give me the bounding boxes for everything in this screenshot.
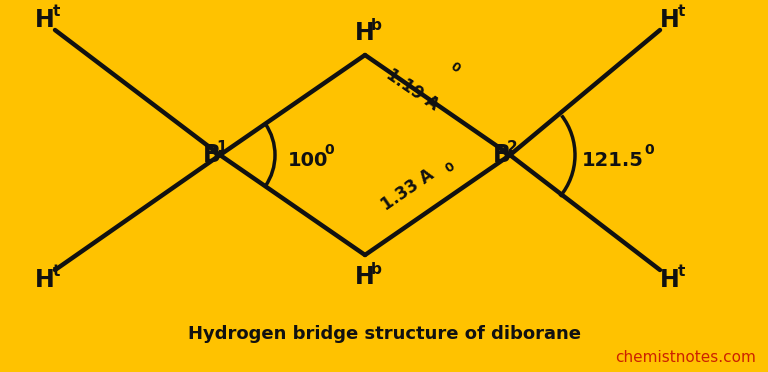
Text: H: H bbox=[35, 8, 55, 32]
Text: t: t bbox=[677, 4, 685, 19]
Text: t: t bbox=[52, 264, 60, 279]
Text: 100: 100 bbox=[288, 151, 329, 170]
Text: 1.19 A: 1.19 A bbox=[383, 66, 442, 114]
Text: t: t bbox=[677, 264, 685, 279]
Text: 1: 1 bbox=[217, 141, 227, 155]
Text: 1.33 A: 1.33 A bbox=[378, 166, 437, 214]
Text: 0: 0 bbox=[447, 60, 462, 76]
Text: Hydrogen bridge structure of diborane: Hydrogen bridge structure of diborane bbox=[187, 325, 581, 343]
Text: chemistnotes.com: chemistnotes.com bbox=[615, 350, 756, 365]
Text: B: B bbox=[493, 143, 511, 167]
Text: b: b bbox=[371, 17, 382, 32]
Text: 2: 2 bbox=[507, 141, 518, 155]
Text: 121.5: 121.5 bbox=[582, 151, 644, 170]
Text: H: H bbox=[660, 268, 680, 292]
Text: t: t bbox=[52, 4, 60, 19]
Text: 0: 0 bbox=[644, 143, 654, 157]
Text: B: B bbox=[203, 143, 221, 167]
Text: b: b bbox=[371, 262, 382, 276]
Text: H: H bbox=[355, 265, 375, 289]
Text: 0: 0 bbox=[442, 160, 457, 176]
Text: H: H bbox=[355, 21, 375, 45]
Text: H: H bbox=[35, 268, 55, 292]
Text: H: H bbox=[660, 8, 680, 32]
Text: 0: 0 bbox=[324, 143, 333, 157]
